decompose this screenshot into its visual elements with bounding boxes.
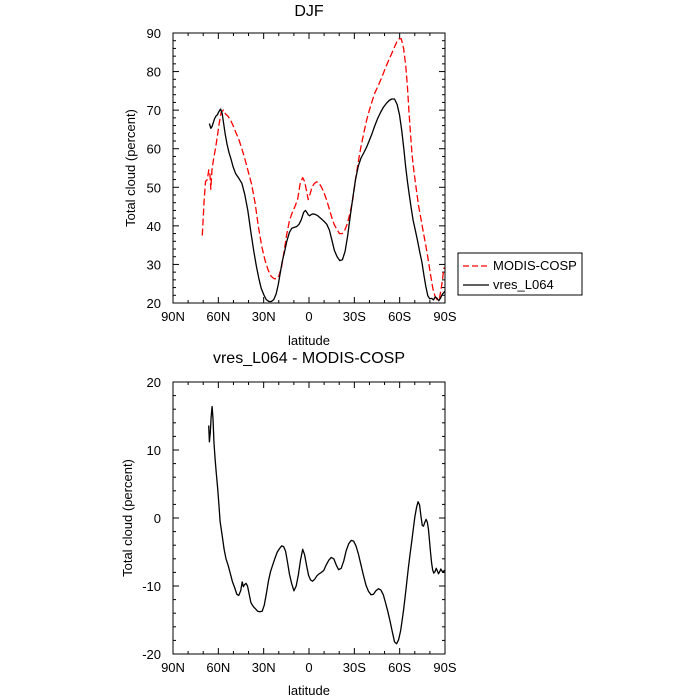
y-tick-labels: 20 30 40 50 60 70 80 90 [147, 26, 161, 311]
x-tick-label: 30N [252, 309, 276, 324]
x-axis-title: latitude [288, 683, 330, 698]
x-tick-labels: 90N 60N 30N 0 30S 60S 90S [161, 660, 457, 675]
panel-top-chart: DJF 90N 60N 30N 0 30S 60S 90S 20 30 40 50 60 70 80 90… [123, 3, 457, 348]
x-tick-label: 90N [161, 660, 185, 675]
x-axis-title: latitude [288, 333, 330, 348]
tick-marks [172, 32, 446, 304]
series-line-modis-cosp [201, 38, 446, 301]
y-tick-label: 20 [147, 375, 161, 390]
y-tick-labels: -20 -10 0 10 20 [142, 375, 161, 662]
y-tick-label: 30 [147, 257, 161, 272]
series-lines [201, 38, 446, 303]
y-tick-label: 80 [147, 65, 161, 80]
x-tick-label: 0 [305, 309, 312, 324]
x-tick-label: 0 [305, 660, 312, 675]
y-tick-label: 50 [147, 180, 161, 195]
y-tick-label: -20 [142, 647, 161, 662]
legend-box [457, 252, 583, 296]
x-tick-label: 60S [388, 309, 411, 324]
plot-frame [172, 381, 446, 655]
chart-title: vres_L064 - MODIS-COSP [213, 350, 405, 367]
legend: MODIS-COSP vres_L064 [457, 252, 583, 296]
chart-title: DJF [294, 3, 324, 20]
y-axis-title: Total cloud (percent) [123, 109, 138, 227]
series-line-vres-l064 [208, 98, 446, 303]
plot-frame [172, 32, 446, 304]
y-axis-title: Total cloud (percent) [120, 459, 135, 577]
y-tick-label: -10 [142, 579, 161, 594]
x-tick-label: 90S [433, 660, 456, 675]
x-tick-label: 60N [206, 660, 230, 675]
y-tick-label: 60 [147, 142, 161, 157]
x-tick-label: 30S [343, 660, 366, 675]
y-tick-label: 40 [147, 219, 161, 234]
x-tick-label: 60S [388, 660, 411, 675]
series-lines [208, 405, 446, 645]
legend-label-vres: vres_L064 [493, 277, 554, 292]
x-tick-label: 30N [252, 660, 276, 675]
y-tick-label: 0 [154, 511, 161, 526]
y-tick-label: 10 [147, 443, 161, 458]
y-tick-label: 90 [147, 26, 161, 41]
panel-bottom-chart: vres_L064 - MODIS-COSP 90N 60N 30N 0 30S 60S 9… [120, 350, 457, 698]
x-tick-label: 90N [161, 309, 185, 324]
x-tick-label: 30S [343, 309, 366, 324]
y-tick-label: 20 [147, 296, 161, 311]
x-tick-label: 90S [433, 309, 456, 324]
x-tick-labels: 90N 60N 30N 0 30S 60S 90S [161, 309, 457, 324]
x-tick-label: 60N [206, 309, 230, 324]
legend-label-modis: MODIS-COSP [493, 258, 577, 273]
y-tick-label: 70 [147, 103, 161, 118]
series-line-difference [208, 405, 446, 645]
